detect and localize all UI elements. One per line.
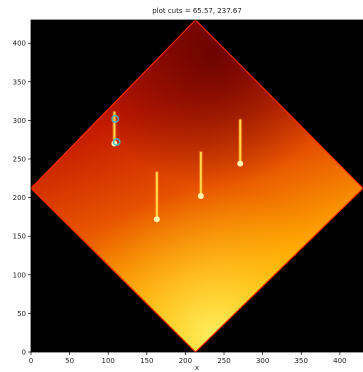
y-tick-label-8: 400 [13, 40, 26, 48]
y-tick-label-7: 350 [13, 78, 26, 86]
y-tick-label-1: 50 [17, 310, 26, 318]
y-tick-label-2: 100 [13, 271, 26, 279]
x-tick-label-6: 300 [256, 357, 269, 365]
x-axis-label: x [195, 364, 199, 372]
x-tick-label-5: 250 [217, 357, 230, 365]
x-tick-label-2: 100 [102, 357, 115, 365]
y-tick-label-0: 0 [22, 349, 26, 357]
streak-peak-3 [237, 160, 244, 167]
x-tick-label-4: 200 [179, 357, 192, 365]
markers [111, 114, 121, 146]
chart-title: plot cuts = 65.57, 237.67 [152, 7, 242, 15]
y-tick-label-3: 150 [13, 233, 26, 241]
y-tick-label-5: 250 [13, 155, 26, 163]
x-tick-label-0: 0 [29, 357, 33, 365]
heat-region [31, 20, 363, 352]
streak-peak-2 [197, 193, 204, 200]
x-tick-label-7: 350 [295, 357, 308, 365]
x-tick-label-3: 150 [140, 357, 153, 365]
marker-point-1 [112, 138, 121, 146]
plot-frame [30, 19, 363, 353]
x-axis-ticks: 0 50 100 150 200 250 300 350 400 [29, 352, 347, 365]
y-tick-label-4: 200 [13, 194, 26, 202]
y-axis-ticks: 0 50 100 150 200 250 300 350 400 [13, 40, 31, 357]
streak-peak-1 [153, 216, 160, 223]
marker-point-0 [111, 114, 120, 123]
heat-region-edge [31, 20, 363, 352]
x-tick-label-1: 50 [65, 357, 74, 365]
x-tick-label-8: 400 [333, 357, 346, 365]
y-tick-label-6: 300 [13, 117, 26, 125]
